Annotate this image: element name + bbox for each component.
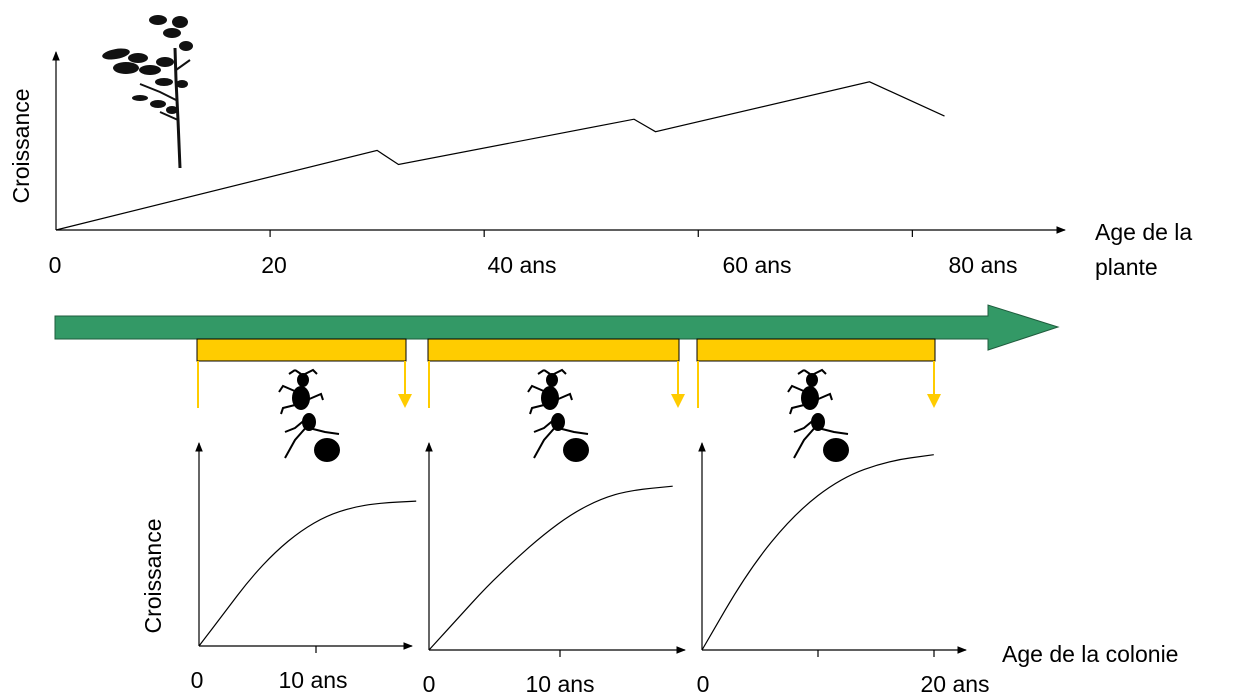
colony3-tick-label-0: 0 bbox=[697, 671, 710, 697]
colony1-tick-label-10: 10 ans bbox=[278, 667, 347, 693]
colony-period-1 bbox=[196, 338, 412, 408]
ant-silhouette-icon bbox=[278, 368, 340, 462]
plant-silhouette-icon bbox=[102, 15, 193, 169]
plant-growth-line bbox=[55, 81, 945, 231]
plant-tick-label-20: 20 bbox=[261, 252, 287, 278]
colony2-tick-label-0: 0 bbox=[423, 671, 436, 697]
colony-end-arrow-3 bbox=[927, 394, 941, 408]
colony-growth-chart-3: 0 20 ans bbox=[697, 442, 990, 697]
plant-tick-label-40: 40 ans bbox=[487, 252, 556, 278]
colony-period-2 bbox=[427, 338, 685, 408]
colony-period-3 bbox=[696, 338, 941, 408]
plant-tick-label-60: 60 ans bbox=[722, 252, 791, 278]
colony-x-label: Age de la colonie bbox=[1002, 641, 1178, 667]
plant-tick-label-0: 0 bbox=[49, 252, 62, 278]
plant-x-label-line1: Age de la bbox=[1095, 219, 1192, 245]
colony-end-arrow-2 bbox=[671, 394, 685, 408]
colony-bar-1 bbox=[196, 338, 407, 362]
ant-silhouette-icon bbox=[527, 368, 589, 462]
colony-bar-2 bbox=[427, 338, 680, 362]
colony-end-arrow-1 bbox=[398, 394, 412, 408]
plant-growth-chart: Croissance 0 20 40 ans 60 ans 80 ans Age… bbox=[8, 51, 1192, 280]
plant-tick-label-80: 80 ans bbox=[948, 252, 1017, 278]
ant-silhouette-icon bbox=[787, 368, 849, 462]
colony-bar-3 bbox=[696, 338, 936, 362]
plant-x-label-line2: plante bbox=[1095, 254, 1158, 280]
colony2-growth-curve bbox=[428, 485, 673, 651]
colony-growth-chart-1: Croissance 0 10 ans bbox=[140, 442, 417, 693]
colony1-growth-curve bbox=[198, 500, 417, 647]
colony3-growth-curve bbox=[701, 454, 934, 651]
colony-growth-chart-2: 0 10 ans bbox=[423, 442, 686, 697]
colony1-y-label: Croissance bbox=[140, 518, 166, 633]
plant-y-label: Croissance bbox=[8, 88, 34, 203]
plant-x-ticks bbox=[269, 230, 913, 237]
colony1-tick-label-0: 0 bbox=[191, 667, 204, 693]
colony3-tick-label-20: 20 ans bbox=[920, 671, 989, 697]
colony2-tick-label-10: 10 ans bbox=[525, 671, 594, 697]
